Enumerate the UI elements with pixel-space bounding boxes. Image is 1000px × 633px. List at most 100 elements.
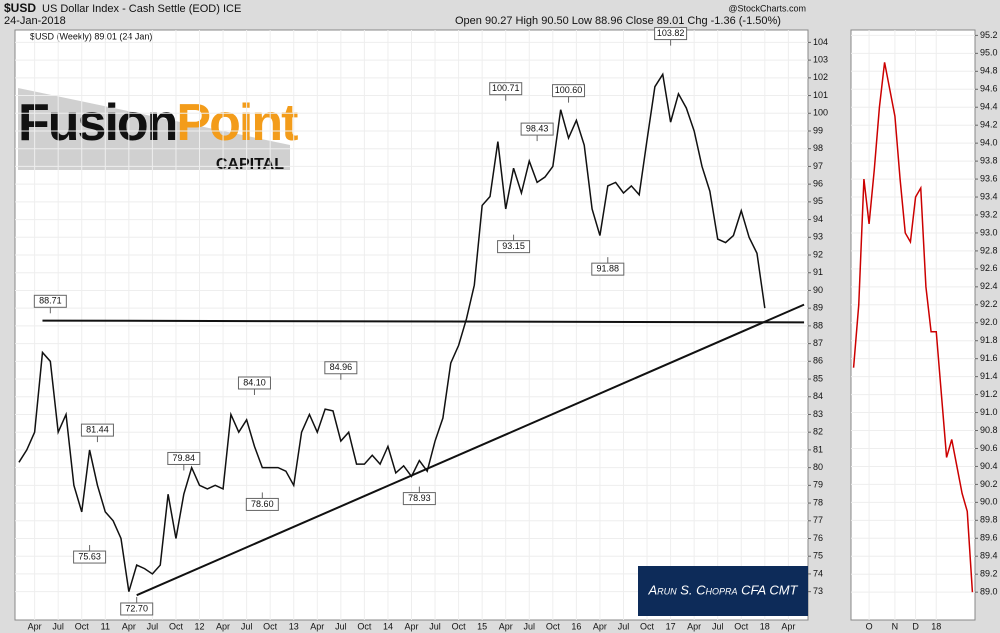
annotation-box	[73, 550, 107, 564]
y-tick-label: 90.4	[980, 461, 998, 471]
annotation-label: 81.44	[86, 424, 109, 434]
y-tick-label: 73	[813, 586, 823, 596]
annotation-label: 79.84	[173, 453, 196, 463]
logo-word: FusionPoint	[18, 94, 298, 152]
y-tick-label: 78	[813, 497, 823, 507]
annotation-label: 93.15	[502, 241, 525, 251]
x-tick-label: Apr	[216, 621, 230, 631]
y-tick-label: 93.4	[980, 191, 998, 201]
y-tick-label: 90.0	[980, 497, 998, 507]
y-tick-label: 93.8	[980, 155, 998, 165]
annotation-box	[33, 294, 67, 308]
annotation-label: 84.96	[330, 362, 353, 372]
y-tick-label: 91.2	[980, 389, 998, 399]
y-tick-label: 88	[813, 320, 823, 330]
annotation-box	[237, 376, 271, 390]
y-tick-label: 90.8	[980, 425, 998, 435]
x-tick-label: Jul	[524, 621, 536, 631]
symbol: $USD	[4, 1, 36, 15]
x-tick-label: Apr	[122, 621, 136, 631]
annotation-box	[402, 492, 436, 506]
y-tick-label: 92.6	[980, 263, 998, 273]
y-tick-label: 100	[813, 108, 828, 118]
y-tick-label: 95.2	[980, 30, 998, 40]
y-tick-label: 92.4	[980, 281, 998, 291]
annotation-box	[591, 262, 625, 276]
y-tick-label: 92.2	[980, 299, 998, 309]
x-tick-label: Oct	[263, 621, 278, 631]
x-tick-label: 15	[477, 621, 487, 631]
x-tick-label: Jul	[618, 621, 630, 631]
x-tick-label: 17	[666, 621, 676, 631]
x-tick-label: 12	[195, 621, 205, 631]
name: US Dollar Index - Cash Settle (EOD) ICE	[42, 3, 241, 15]
x-tick-label: Oct	[169, 621, 184, 631]
y-tick-label: 85	[813, 373, 823, 383]
y-tick-label: 93.2	[980, 209, 998, 219]
logo-shade	[18, 88, 290, 170]
quote: Open 90.27 High 90.50 Low 88.96 Close 89…	[455, 15, 781, 27]
annotation-label: 78.60	[251, 499, 274, 509]
y-tick-label: 94.8	[980, 66, 998, 76]
annotation-label: 72.70	[125, 603, 148, 613]
y-tick-label: 90	[813, 285, 823, 295]
y-tick-label: 99	[813, 125, 823, 135]
y-tick-label: 76	[813, 533, 823, 543]
y-tick-label: 89	[813, 303, 823, 313]
annotation-label: 84.10	[243, 377, 266, 387]
annotation-box	[167, 451, 201, 465]
y-tick-label: 90.6	[980, 443, 998, 453]
annotation-label: 78.93	[408, 493, 431, 503]
y-tick-label: 89.8	[980, 515, 998, 525]
y-tick-label: 91	[813, 267, 823, 277]
x-tick-label: 18	[931, 621, 941, 631]
annotation-box	[245, 497, 279, 511]
date: 24-Jan-2018	[4, 15, 66, 27]
x-tick-label: Oct	[357, 621, 372, 631]
x-tick-label: Apr	[499, 621, 513, 631]
annotation-label: 98.43	[526, 123, 549, 133]
watermark-box	[638, 566, 808, 616]
y-tick-label: 91.8	[980, 335, 998, 345]
y-tick-label: 87	[813, 338, 823, 348]
y-tick-label: 92.8	[980, 245, 998, 255]
trendline	[42, 319, 805, 324]
y-tick-label: 97	[813, 161, 823, 171]
y-tick-label: 89.2	[980, 569, 998, 579]
y-tick-label: 92	[813, 249, 823, 259]
y-tick-label: 96	[813, 179, 823, 189]
x-tick-label: Jul	[335, 621, 347, 631]
y-tick-label: 77	[813, 515, 823, 525]
x-tick-label: Jul	[712, 621, 724, 631]
x-tick-label: 14	[383, 621, 393, 631]
y-tick-label: 93	[813, 232, 823, 242]
x-tick-label: Jul	[147, 621, 159, 631]
x-tick-label: Oct	[75, 621, 90, 631]
y-tick-label: 80	[813, 462, 823, 472]
x-tick-label: 11	[101, 621, 110, 631]
y-tick-label: 89.6	[980, 533, 998, 543]
x-tick-label: Apr	[310, 621, 324, 631]
y-tick-label: 86	[813, 356, 823, 366]
source: @StockCharts.com	[728, 3, 806, 13]
x-tick-label: Apr	[687, 621, 701, 631]
y-tick-label: 94	[813, 214, 823, 224]
watermark: Arun S. Chopra CFA CMT	[647, 582, 798, 597]
x-tick-label: Jul	[241, 621, 253, 631]
daily-panel	[850, 29, 976, 621]
y-tick-label: 79	[813, 480, 823, 490]
annotation-box	[520, 122, 554, 136]
annotation-box	[324, 361, 358, 375]
y-tick-label: 91.6	[980, 353, 998, 363]
y-tick-label: 91.4	[980, 371, 998, 381]
y-tick-label: 94.0	[980, 138, 998, 148]
x-tick-label: Oct	[452, 621, 467, 631]
legend: $USD (Weekly) 89.01 (24 Jan)	[30, 31, 152, 41]
x-tick-label: Oct	[640, 621, 655, 631]
logo-sub: CAPITAL	[216, 156, 284, 173]
x-tick-label: 13	[289, 621, 299, 631]
y-tick-label: 82	[813, 427, 823, 437]
annotation-label: 91.88	[597, 264, 620, 274]
x-tick-label: D	[912, 621, 919, 631]
